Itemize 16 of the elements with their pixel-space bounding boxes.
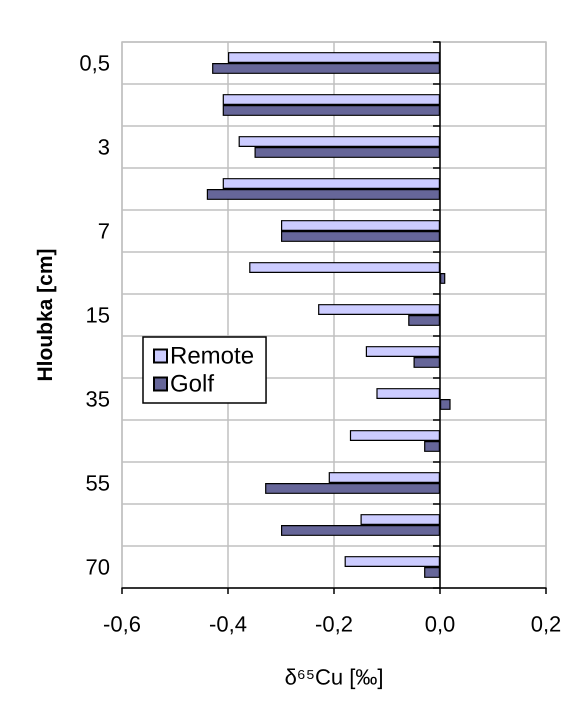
x-tick-label: -0,2 xyxy=(315,612,353,636)
y-tick-label: 55 xyxy=(86,470,110,496)
legend-label: Remote xyxy=(170,342,254,370)
x-tick-label: 0,0 xyxy=(424,612,456,636)
y-tick-label: 0,5 xyxy=(79,50,110,76)
x-tick-label: -0,6 xyxy=(103,612,141,636)
x-tick-label: 0,2 xyxy=(530,612,562,636)
x-tick-label: -0,4 xyxy=(209,612,247,636)
y-tick-label: 3 xyxy=(98,134,110,160)
x-axis-title: δ⁶⁵Cu [‰] xyxy=(284,664,384,690)
legend-label: Golf xyxy=(170,370,214,398)
y-tick-label: 7 xyxy=(98,218,110,244)
y-axis-title: Hloubka [cm] xyxy=(34,248,57,382)
y-tick-label: 15 xyxy=(86,302,110,328)
y-tick-label: 70 xyxy=(86,554,110,580)
y-tick-label: 35 xyxy=(86,386,110,412)
